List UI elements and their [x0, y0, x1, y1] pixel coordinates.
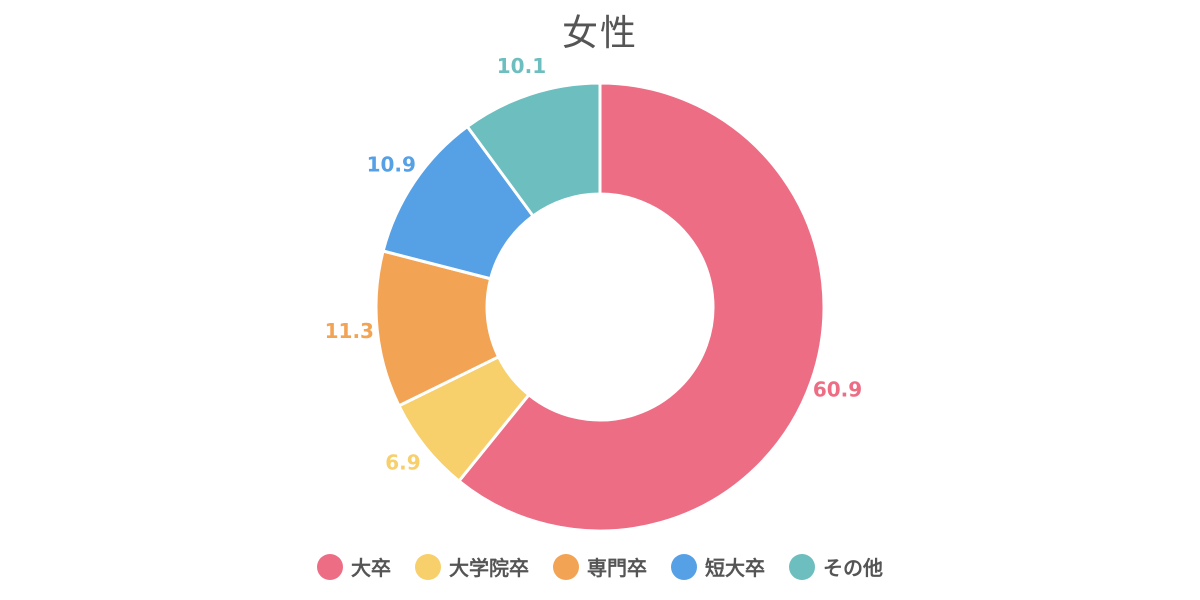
slice-value-label-4: 10.1 [497, 54, 546, 78]
donut-chart: 60.9 6.9 11.3 10.9 10.1 [325, 54, 862, 533]
legend-item-senmonsotsu[interactable]: 専門卒 [553, 552, 647, 581]
slice-value-label-2: 11.3 [325, 319, 374, 343]
legend-label: 大卒 [351, 556, 391, 580]
donut-slice-4[interactable] [465, 81, 602, 219]
slice-value-label-1: 6.9 [385, 451, 420, 475]
slice-value-label-0: 60.9 [813, 378, 862, 402]
legend-label: 大学院卒 [449, 556, 529, 580]
legend-item-daigakuinsotsu[interactable]: 大学院卒 [415, 552, 529, 581]
legend-item-tandaisotsu[interactable]: 短大卒 [671, 552, 765, 581]
legend-item-sonota[interactable]: その他 [789, 552, 883, 581]
legend-label: その他 [823, 556, 883, 580]
legend-swatch [415, 553, 441, 580]
legend-swatch [671, 553, 697, 580]
slice-value-label-3: 10.9 [367, 152, 416, 176]
chart-title: 女性 [561, 13, 638, 54]
legend-label: 専門卒 [587, 556, 647, 580]
legend-swatch [317, 553, 343, 580]
donut-slice-0[interactable] [456, 81, 826, 533]
legend-label: 短大卒 [705, 556, 765, 580]
legend: 大卒 大学院卒 専門卒 短大卒 その他 [0, 552, 1200, 581]
legend-swatch [789, 553, 815, 580]
legend-swatch [553, 553, 579, 580]
legend-item-daisotsu[interactable]: 大卒 [317, 552, 391, 581]
